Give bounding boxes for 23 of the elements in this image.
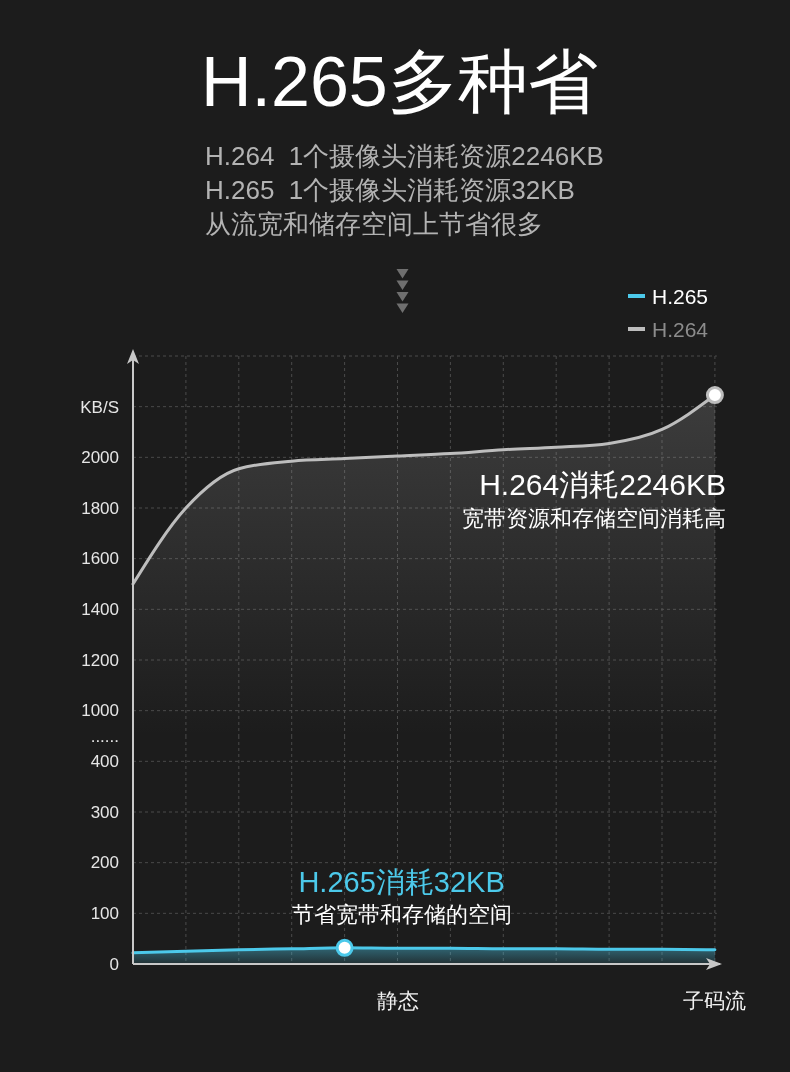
legend-label: H.264 — [652, 317, 709, 341]
ylabel: KB/S — [80, 397, 119, 417]
y-tick-label: ...... — [90, 726, 119, 746]
y-tick-label: 1200 — [81, 650, 119, 670]
y-tick-label: 2000 — [81, 447, 119, 467]
title: H.265多种省 — [201, 43, 598, 121]
y-tick-label: 1800 — [81, 498, 119, 518]
y-tick-label: 1400 — [81, 599, 119, 619]
y-tick-label: 300 — [90, 802, 119, 822]
y-tick-label: 200 — [90, 853, 119, 873]
y-tick-label: 0 — [109, 954, 119, 974]
y-tick-label: 1600 — [81, 549, 119, 569]
annotation-text: 宽带资源和存储空间消耗高 — [462, 506, 726, 531]
y-tick-label: 400 — [90, 751, 119, 771]
annotation-text: H.265消耗32KB — [298, 865, 505, 898]
x-tick-label: 静态 — [376, 988, 419, 1012]
legend-label: H.265 — [652, 284, 709, 308]
subtitle: H.264 1个摄像头消耗资源2246KB H.265 1个摄像头消耗资源32KB 从流宽和储存空间上节省很多 — [205, 141, 604, 239]
annotation-text: H.264消耗2246KB — [479, 468, 726, 501]
annotation-text: 节省宽带和存储的空间 — [291, 901, 512, 927]
y-tick-label: 1000 — [81, 701, 119, 721]
x-tick-label: 子码流 — [683, 988, 747, 1012]
y-tick-label: 100 — [90, 903, 119, 923]
